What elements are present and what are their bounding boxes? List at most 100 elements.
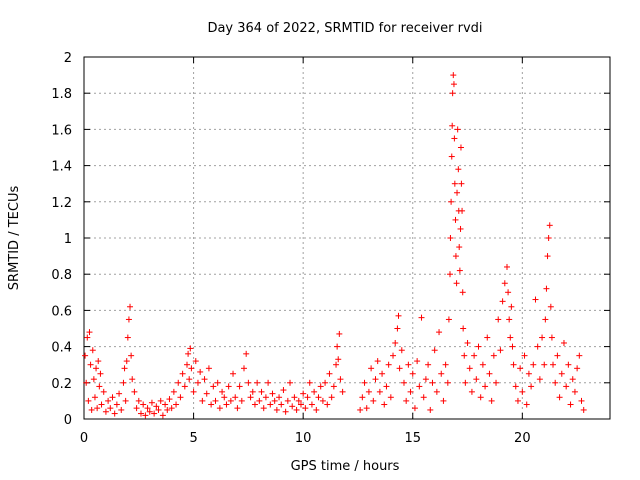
data-point xyxy=(313,406,320,413)
data-point xyxy=(565,361,572,368)
data-point xyxy=(140,401,147,408)
x-tick-label: 5 xyxy=(189,431,197,446)
data-point xyxy=(459,207,466,214)
data-point xyxy=(223,401,230,408)
data-point xyxy=(558,370,565,377)
data-point xyxy=(381,401,388,408)
data-point xyxy=(328,394,335,401)
data-point xyxy=(234,405,241,412)
y-tick-label: 1 xyxy=(64,232,72,247)
data-point xyxy=(188,365,195,372)
data-point xyxy=(521,352,528,359)
data-point xyxy=(157,397,164,404)
data-point xyxy=(164,406,171,413)
data-point xyxy=(308,401,315,408)
data-point xyxy=(155,406,162,413)
data-point xyxy=(100,388,107,395)
data-point xyxy=(260,405,267,412)
data-point xyxy=(238,397,245,404)
data-point xyxy=(128,352,135,359)
data-point xyxy=(361,379,368,386)
data-point xyxy=(544,253,551,260)
data-point xyxy=(300,390,307,397)
data-point xyxy=(107,405,114,412)
data-point xyxy=(336,330,343,337)
y-axis-label: SRMTID / TECUs xyxy=(7,186,22,291)
data-point xyxy=(451,180,458,187)
data-point xyxy=(512,383,519,390)
data-point xyxy=(519,388,526,395)
data-point xyxy=(454,189,461,196)
data-point xyxy=(120,379,127,386)
data-point xyxy=(560,339,567,346)
data-point xyxy=(578,397,585,404)
data-point xyxy=(144,405,151,412)
data-point xyxy=(240,365,247,372)
data-point xyxy=(510,361,517,368)
data-point xyxy=(403,397,410,404)
data-point xyxy=(116,390,123,397)
data-point xyxy=(466,365,473,372)
data-point xyxy=(89,347,96,354)
data-point xyxy=(447,271,454,278)
data-point xyxy=(376,388,383,395)
data-point xyxy=(379,370,386,377)
data-point xyxy=(280,387,287,394)
data-point xyxy=(542,316,549,323)
data-point xyxy=(431,347,438,354)
data-point xyxy=(137,410,144,417)
data-point xyxy=(409,370,416,377)
data-point xyxy=(473,376,480,383)
data-point xyxy=(151,410,158,417)
data-point xyxy=(230,370,237,377)
data-point xyxy=(449,90,456,97)
data-point xyxy=(477,394,484,401)
data-point xyxy=(282,408,289,415)
data-point xyxy=(127,303,134,310)
data-point xyxy=(574,365,581,372)
data-point xyxy=(372,376,379,383)
data-point xyxy=(450,72,457,79)
data-point xyxy=(173,401,180,408)
data-point xyxy=(460,325,467,332)
data-point xyxy=(534,343,541,350)
data-points xyxy=(82,72,587,419)
data-point xyxy=(475,343,482,350)
data-point xyxy=(433,388,440,395)
data-point xyxy=(390,352,397,359)
data-point xyxy=(333,361,340,368)
data-point xyxy=(517,365,524,372)
data-point xyxy=(216,405,223,412)
data-point xyxy=(227,397,234,404)
data-point xyxy=(175,379,182,386)
data-point xyxy=(503,263,510,270)
y-tick-label: 0.4 xyxy=(51,341,72,356)
data-point xyxy=(269,390,276,397)
data-point xyxy=(185,350,192,357)
data-point xyxy=(459,289,466,296)
data-point xyxy=(499,298,506,305)
data-point xyxy=(400,379,407,386)
data-point xyxy=(181,383,188,390)
data-point xyxy=(429,379,436,386)
data-point xyxy=(365,388,372,395)
data-point xyxy=(425,361,432,368)
data-point xyxy=(302,405,309,412)
data-point xyxy=(186,376,193,383)
data-point xyxy=(452,253,459,260)
x-tick-label: 20 xyxy=(514,431,531,446)
data-point xyxy=(420,394,427,401)
data-point xyxy=(85,397,92,404)
data-point xyxy=(569,376,576,383)
data-point xyxy=(287,379,294,386)
data-point xyxy=(249,388,256,395)
data-point xyxy=(184,361,191,368)
data-point xyxy=(90,376,97,383)
data-point xyxy=(363,405,370,412)
data-point xyxy=(497,347,504,354)
data-point xyxy=(528,383,535,390)
data-point xyxy=(289,403,296,410)
data-point xyxy=(335,356,342,363)
data-point xyxy=(444,379,451,386)
data-point xyxy=(118,406,125,413)
